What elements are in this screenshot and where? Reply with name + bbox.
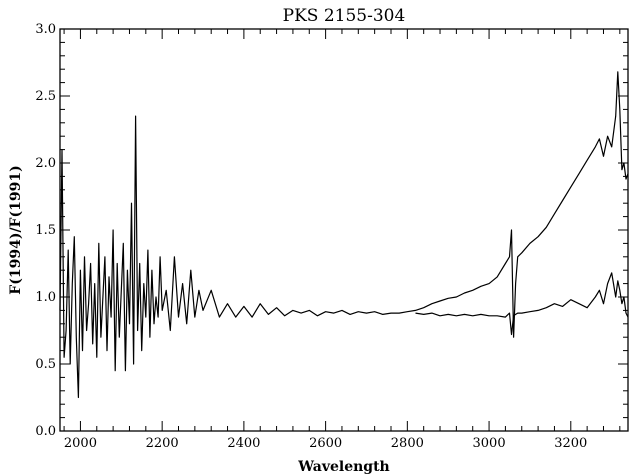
- series-line-2: [415, 272, 629, 336]
- y-tick-label: 3.0: [35, 22, 56, 37]
- y-tick-label: 1.0: [35, 290, 56, 305]
- x-tick-label: 3200: [554, 436, 587, 451]
- series-group: [59, 71, 629, 399]
- plot-frame: [59, 28, 629, 432]
- y-tick-label: 2.0: [35, 156, 56, 171]
- x-tick-label: 3000: [473, 436, 506, 451]
- y-tick-label: 0.0: [35, 424, 56, 439]
- y-tick-label: 1.5: [35, 223, 56, 238]
- axis-ticks: 2000 2200 2400 2600 2800 3000 3200 0.0 0.5 1.0 1.5…: [35, 22, 628, 451]
- series-line-1: [59, 71, 629, 399]
- x-tick-label: 2200: [146, 436, 179, 451]
- x-axis-label: Wavelength: [297, 459, 389, 475]
- y-tick-label: 2.5: [35, 89, 56, 104]
- chart-title: PKS 2155-304: [283, 6, 406, 26]
- x-tick-label: 2800: [391, 436, 424, 451]
- y-axis-label: F(1994)/F(1991): [8, 165, 24, 294]
- x-tick-label: 2400: [227, 436, 260, 451]
- x-tick-label: 2600: [309, 436, 342, 451]
- x-tick-label: 2000: [64, 436, 97, 451]
- y-tick-label: 0.5: [35, 357, 56, 372]
